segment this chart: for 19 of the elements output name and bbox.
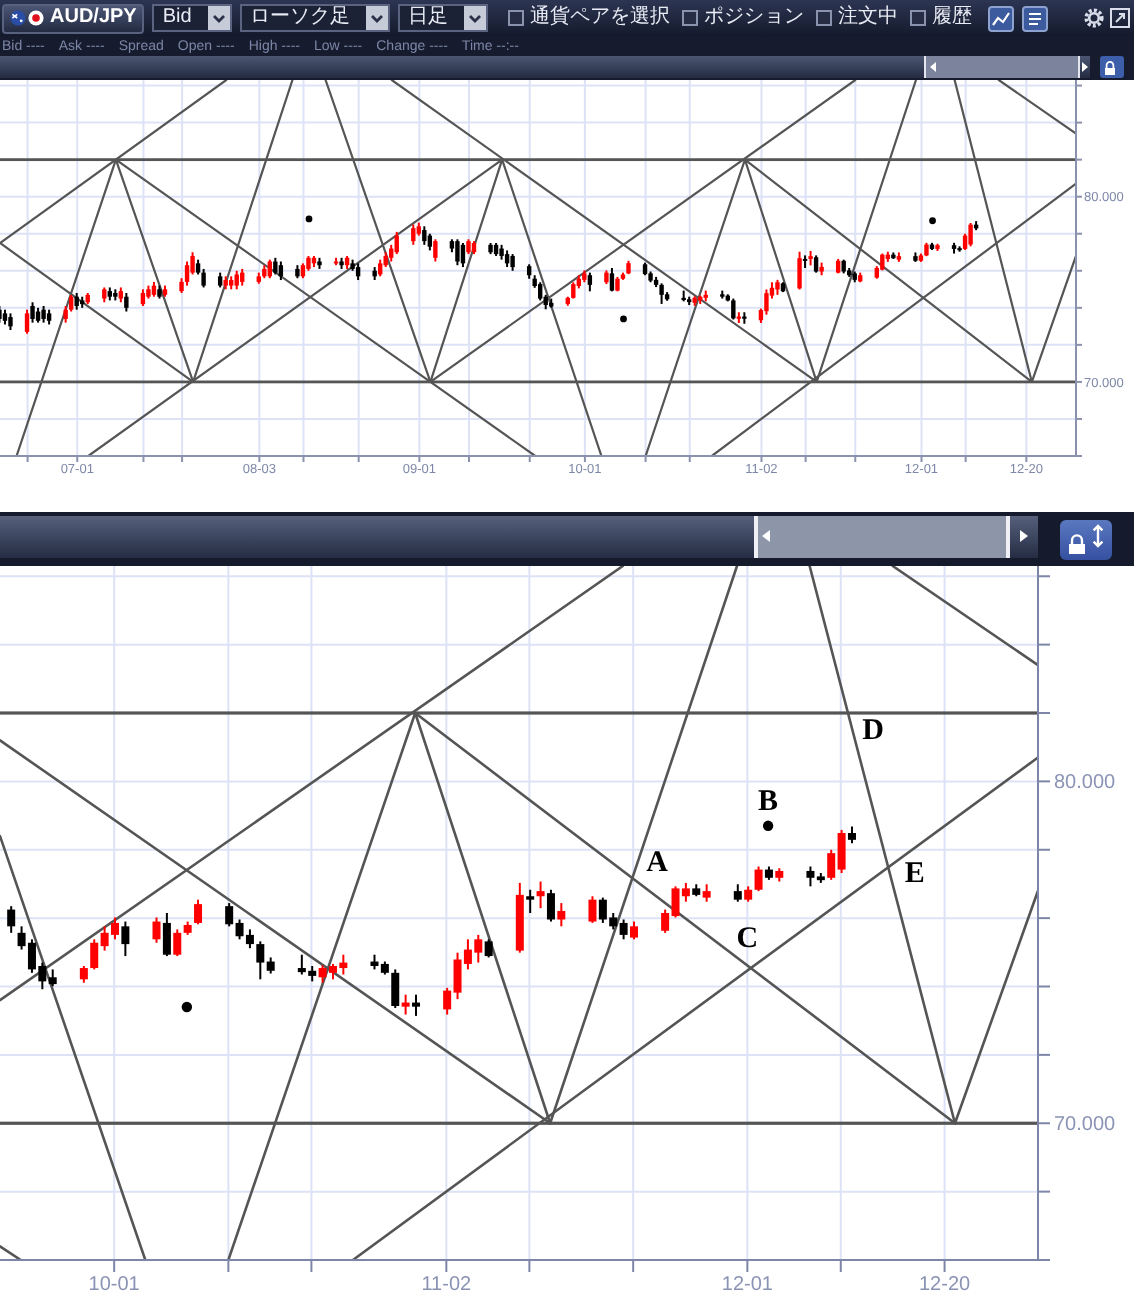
y-tick-label: 80.000 (1054, 772, 1117, 795)
x-tick-label: 11-02 (421, 1274, 473, 1297)
button: AUD/JPY (2, 3, 145, 33)
annotation: D (862, 715, 885, 747)
text: ポジション (703, 6, 804, 30)
annotation: B (758, 785, 779, 818)
annotation: A (646, 846, 669, 879)
text: 通貨ペアを選択 (529, 6, 670, 30)
dropdown: Bid (152, 4, 232, 32)
x-tick-label: 12-20 (919, 1274, 972, 1297)
annotation: E (904, 858, 925, 891)
dropdown: 日足 (397, 4, 488, 32)
x-tick-label: 12-01 (721, 1274, 774, 1297)
text: 履歴 (931, 6, 972, 30)
dropdown: ローソク足 (239, 4, 390, 32)
text: 注文中 (837, 6, 898, 30)
x-tick-label: 10-01 (88, 1274, 141, 1297)
annotation: C (736, 923, 759, 956)
y-tick-label: 70.000 (1054, 1114, 1117, 1137)
